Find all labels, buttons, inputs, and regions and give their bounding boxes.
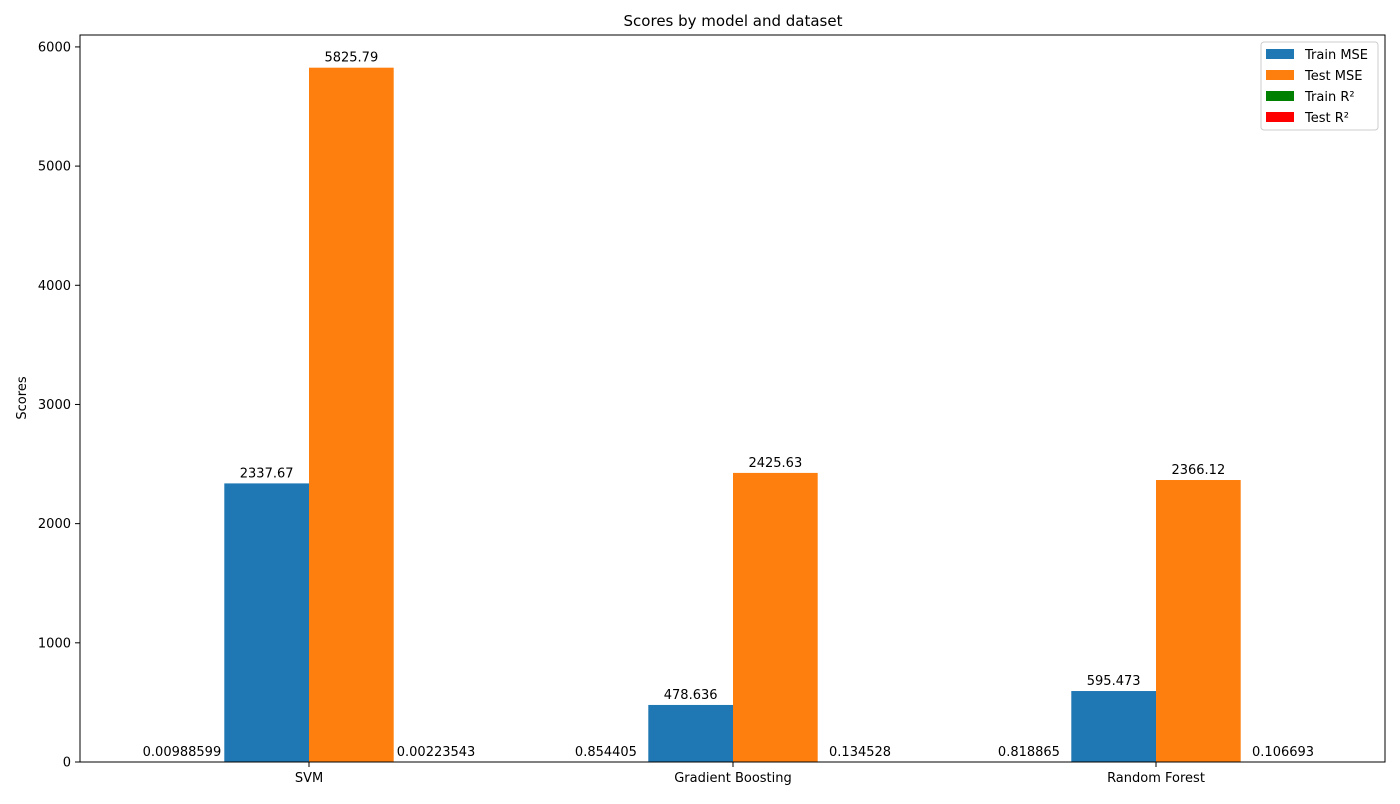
x-tick-label: SVM [295, 771, 323, 786]
bar-series-group [140, 68, 1326, 762]
bar-value-label: 0.00988599 [143, 745, 222, 760]
chart-title: Scores by model and dataset [624, 12, 843, 30]
legend-entry-label: Test R² [1304, 111, 1349, 126]
bar-value-label: 0.134528 [829, 745, 891, 760]
bar-value-label: 0.00223543 [397, 745, 476, 760]
legend-entry-label: Train R² [1304, 90, 1355, 105]
x-axis-ticks: SVM Gradient Boosting Random Forest [295, 762, 1205, 786]
y-tick-label: 6000 [38, 40, 71, 55]
bar-value-label: 2366.12 [1171, 463, 1225, 478]
legend-entry-label: Test MSE [1304, 69, 1362, 84]
bar-value-label: 478.636 [664, 688, 718, 703]
y-tick-label: 1000 [38, 636, 71, 651]
bar-value-label: 5825.79 [324, 51, 378, 66]
x-tick-label: Random Forest [1107, 771, 1205, 786]
bar-train-mse-0 [224, 483, 309, 762]
legend: Train MSE Test MSE Train R² Test R² [1261, 42, 1378, 130]
bar-value-label: 2425.63 [748, 456, 802, 471]
bar-value-label: 595.473 [1087, 674, 1141, 689]
legend-entry-label: Train MSE [1304, 48, 1368, 63]
legend-swatch [1266, 112, 1294, 122]
y-tick-label: 2000 [38, 517, 71, 532]
y-tick-label: 4000 [38, 279, 71, 294]
bar-value-label: 0.818865 [998, 745, 1060, 760]
bar-test-mse-2 [1156, 480, 1241, 762]
bar-train-mse-2 [1071, 691, 1156, 762]
bar-value-label: 0.854405 [575, 745, 637, 760]
y-tick-label: 0 [63, 756, 71, 771]
bar-value-label: 0.106693 [1252, 745, 1314, 760]
legend-swatch [1266, 91, 1294, 101]
y-tick-label: 3000 [38, 398, 71, 413]
legend-swatch [1266, 49, 1294, 59]
bar-train-mse-1 [648, 705, 733, 762]
bar-value-label: 2337.67 [240, 466, 294, 481]
y-tick-label: 5000 [38, 160, 71, 175]
bar-test-mse-0 [309, 68, 394, 762]
bar-test-mse-1 [733, 473, 818, 762]
y-axis-label: Scores [15, 376, 30, 419]
legend-swatch [1266, 70, 1294, 80]
x-tick-label: Gradient Boosting [674, 771, 792, 786]
y-axis-ticks: 0 1000 2000 3000 4000 5000 6000 [38, 40, 80, 770]
